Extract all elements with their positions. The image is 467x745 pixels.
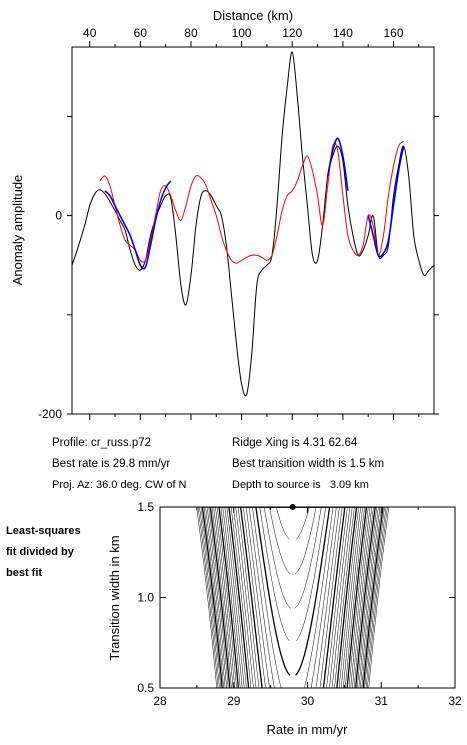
- contour-line: [228, 507, 358, 688]
- contour-line: [230, 507, 355, 688]
- info-ridge-xing: Ridge Xing is 4.31 62.64: [232, 437, 358, 449]
- series-line-2: [104, 180, 172, 270]
- contour-line: [248, 507, 337, 688]
- y-tick-label: 0: [55, 209, 62, 223]
- contour-line: [196, 507, 390, 688]
- contour-line: [215, 507, 371, 688]
- contour-line: [197, 507, 388, 688]
- contour-y-tick-label: 0.5: [137, 681, 154, 695]
- top-x-tick-label: 160: [383, 26, 403, 40]
- best-fit-point: [289, 504, 296, 510]
- contour-y-tick-label: 1.5: [137, 500, 154, 514]
- top-x-tick-label: 40: [83, 26, 97, 40]
- top-axis-ticks: 40 60 80 100 120 140 160 0 -200: [38, 26, 439, 421]
- y-tick-label: -200: [38, 407, 62, 421]
- contour-line: [218, 507, 368, 688]
- contour-lines: [196, 507, 390, 688]
- contour-line: [205, 507, 381, 688]
- top-y-axis-label: Anomaly amplitude: [10, 175, 25, 286]
- contour-line: [220, 507, 365, 688]
- side-label-line-2: fit divided by: [6, 546, 74, 558]
- contour-line: [208, 507, 378, 688]
- contour-line: [226, 507, 359, 688]
- contour-y-tick-label: 1.0: [137, 591, 154, 605]
- contour-line: [255, 507, 331, 676]
- contour-line: [243, 507, 343, 688]
- contour-line: [203, 507, 382, 688]
- top-series-group: [71, 51, 435, 397]
- info-depth: Depth to source is 3.09 km: [232, 479, 369, 491]
- contour-line: [259, 507, 326, 642]
- contour-line: [199, 507, 387, 688]
- contour-line: [224, 507, 361, 688]
- contour-line: [201, 507, 384, 688]
- contour-y-axis-label: Transition width in km: [107, 535, 122, 660]
- top-x-axis-label: Distance (km): [213, 8, 293, 23]
- side-label-line-1: Least-squares: [6, 525, 81, 537]
- top-x-tick-label: 80: [184, 26, 198, 40]
- info-best-rate: Best rate is 29.8 mm/yr: [52, 458, 171, 470]
- contour-line: [269, 507, 317, 575]
- contour-line: [213, 507, 373, 688]
- info-transition-width: Best transition width is 1.5 km: [232, 458, 385, 470]
- top-x-tick-label: 120: [282, 26, 302, 40]
- contour-x-tick-label: 29: [227, 694, 241, 708]
- contour-line: [239, 507, 346, 688]
- contour-x-tick-label: 32: [448, 694, 462, 708]
- contour-line: [276, 507, 310, 540]
- top-x-tick-label: 100: [232, 26, 252, 40]
- contour-line: [235, 507, 351, 688]
- series-line-3: [326, 137, 349, 191]
- contour-axis-ticks: 28 29 30 31 32 0.5 1.0 1.5: [137, 500, 462, 708]
- info-proj-az: Proj. Az: 36.0 deg. CW of N: [52, 479, 187, 491]
- info-profile: Profile: cr_russ.p72: [52, 437, 152, 449]
- top-plot-frame: [71, 46, 435, 415]
- series-line-1: [99, 140, 404, 264]
- contour-line: [209, 507, 376, 688]
- contour-line: [206, 507, 379, 688]
- contour-line: [233, 507, 353, 688]
- top-x-tick-label: 140: [333, 26, 353, 40]
- contour-x-tick-label: 30: [301, 694, 315, 708]
- contour-line: [245, 507, 340, 688]
- series-line-4: [367, 146, 405, 258]
- contour-line: [237, 507, 348, 688]
- contour-line: [263, 507, 322, 609]
- contour-x-axis-label: Rate in mm/yr: [267, 722, 349, 737]
- contour-x-tick-label: 28: [153, 694, 167, 708]
- contour-line: [252, 507, 334, 688]
- contour-line: [211, 507, 374, 688]
- contour-line: [200, 507, 385, 688]
- top-x-tick-label: 60: [134, 26, 148, 40]
- contour-line: [222, 507, 363, 688]
- contour-x-tick-label: 31: [375, 694, 389, 708]
- contour-line: [216, 507, 369, 688]
- side-label-line-3: best fit: [6, 567, 43, 579]
- series-line-0: [71, 51, 435, 397]
